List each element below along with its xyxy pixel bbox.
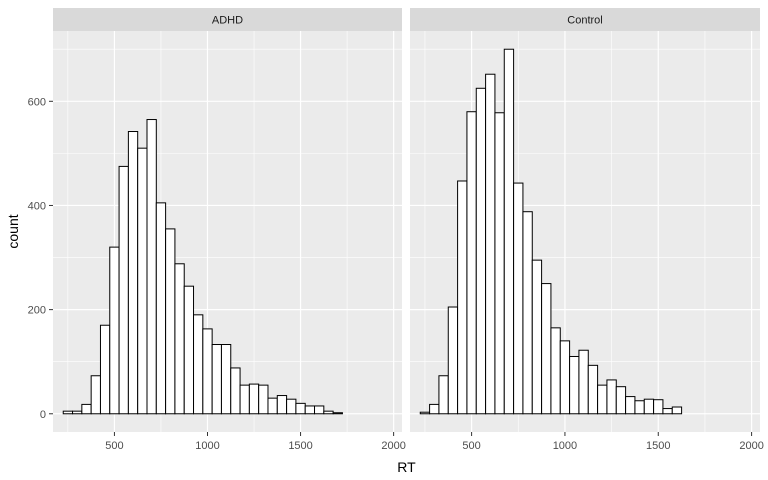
- histogram-bar: [653, 399, 664, 415]
- x-tick-label: 1500: [646, 440, 670, 452]
- histogram-bar: [90, 375, 101, 415]
- histogram-bar: [267, 397, 278, 415]
- facet-strip: [53, 8, 402, 31]
- histogram-bar: [137, 147, 148, 415]
- facet-strip: [410, 8, 760, 31]
- y-tick-label: 200: [28, 305, 46, 317]
- histogram-bar: [220, 344, 232, 415]
- histogram-bar: [438, 375, 449, 415]
- histogram-bar: [230, 367, 241, 415]
- histogram-bar: [109, 246, 120, 415]
- histogram-bar: [419, 411, 431, 415]
- x-tick-label: 1000: [553, 440, 577, 452]
- histogram-bar: [174, 263, 185, 415]
- histogram-bar: [559, 340, 571, 415]
- histogram-bar: [276, 395, 288, 415]
- histogram-bar: [671, 406, 683, 415]
- histogram-bar: [81, 403, 92, 415]
- histogram-bar: [62, 410, 74, 415]
- histogram-bar: [475, 87, 487, 415]
- histogram-bar: [457, 180, 468, 415]
- y-axis-title: count: [5, 214, 21, 248]
- histogram-bar: [587, 364, 599, 415]
- x-tick-label: 1500: [288, 440, 312, 452]
- histogram-bar: [466, 111, 477, 415]
- x-axis-title: RT: [397, 459, 416, 475]
- histogram-bar: [429, 403, 440, 415]
- histogram-bar: [578, 349, 589, 415]
- x-tick-label: 500: [105, 440, 123, 452]
- histogram-bar: [625, 396, 636, 415]
- y-tick-label: 600: [28, 96, 46, 108]
- histogram-bar: [332, 412, 343, 415]
- histogram-bar: [522, 211, 533, 415]
- histogram-bar: [662, 408, 673, 415]
- histogram-bar: [531, 259, 543, 415]
- histogram-bar: [304, 405, 316, 415]
- x-tick-label: 500: [462, 440, 480, 452]
- histogram-bar: [447, 306, 459, 415]
- histogram-bar: [193, 314, 204, 415]
- histogram-bar: [72, 410, 83, 415]
- histogram-bar: [165, 228, 176, 415]
- histogram-bar: [485, 73, 496, 415]
- x-tick-label: 2000: [381, 440, 405, 452]
- histogram-bar: [513, 182, 524, 415]
- histogram-bar: [634, 400, 645, 415]
- histogram-bar: [295, 402, 306, 415]
- histogram-bar: [541, 283, 552, 415]
- histogram-bar: [183, 285, 195, 415]
- y-tick-label: 400: [28, 200, 46, 212]
- histogram-bar: [248, 383, 260, 415]
- histogram-bar: [286, 398, 297, 415]
- y-tick-label: 0: [40, 409, 46, 421]
- histogram-bar: [643, 398, 655, 415]
- histogram-bar: [314, 405, 325, 415]
- histogram-bar: [615, 386, 627, 415]
- histogram-bar: [494, 112, 505, 415]
- histogram-bar: [202, 328, 213, 415]
- histogram-bar: [569, 355, 580, 415]
- facet-strip-label: Control: [567, 15, 602, 27]
- x-tick-label: 1000: [195, 440, 219, 452]
- histogram-bar: [323, 410, 334, 415]
- histogram-bar: [155, 202, 167, 415]
- histogram-bar: [606, 379, 617, 415]
- facet-panel-adhd: ADHD 500 1000 1500 2000: [53, 8, 406, 452]
- histogram-bar: [239, 384, 250, 415]
- x-tick-label: 2000: [739, 440, 763, 452]
- histogram-bar: [118, 165, 129, 415]
- facet-strip-label: ADHD: [212, 15, 243, 27]
- histogram-bar: [211, 344, 222, 415]
- histogram-bar: [99, 324, 111, 415]
- facet-panel-control: Control 500 1000 1500 2000: [410, 8, 764, 452]
- histogram-bar: [550, 327, 561, 415]
- histogram-bar: [597, 384, 608, 415]
- histogram-bar: [503, 48, 515, 415]
- histogram-bar: [258, 384, 269, 415]
- histogram-bar: [127, 131, 139, 415]
- histogram-bar: [146, 119, 157, 415]
